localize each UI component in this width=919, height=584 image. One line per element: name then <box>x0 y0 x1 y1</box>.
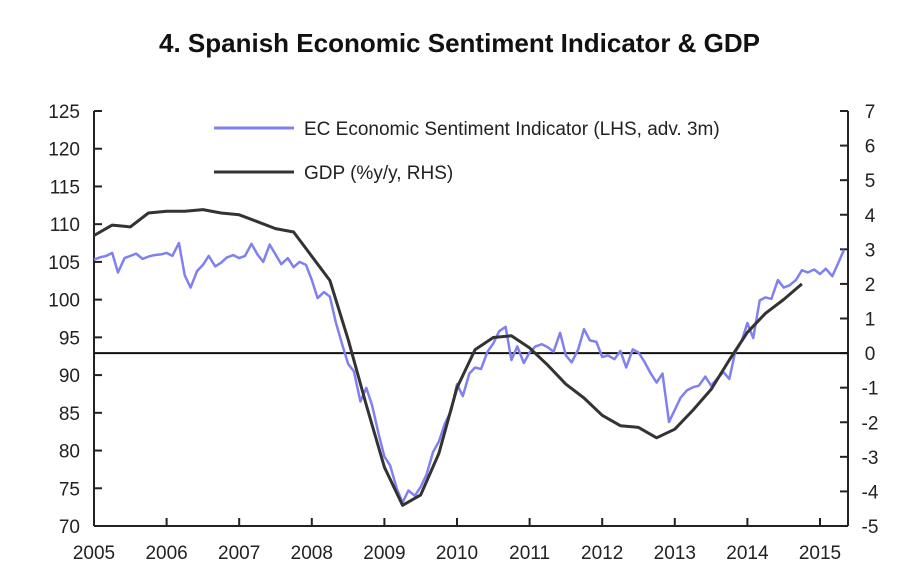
x-tick-label: 2011 <box>509 543 550 564</box>
x-tick-label: 2005 <box>73 543 115 564</box>
x-tick-label: 2014 <box>726 543 769 564</box>
y-tick-label-left: 70 <box>59 517 80 538</box>
y-tick-label-left: 125 <box>48 102 80 123</box>
x-tick-label: 2010 <box>436 543 478 564</box>
x-tick-label: 2009 <box>363 543 405 564</box>
y-tick-label-left: 75 <box>59 479 80 500</box>
y-tick-label-right: -2 <box>862 413 879 434</box>
y-tick-label-left: 90 <box>59 366 80 387</box>
chart-marks <box>93 208 848 507</box>
x-tick-label: 2015 <box>799 543 841 564</box>
y-tick-label-right: 3 <box>865 240 876 261</box>
x-tick-label: 2013 <box>654 543 696 564</box>
y-tick-label-left: 85 <box>59 404 80 425</box>
y-tick-label-right: 5 <box>865 171 876 192</box>
y-tick-label-left: 95 <box>59 328 80 349</box>
y-tick-label-left: 110 <box>50 215 80 236</box>
x-tick-label: 2012 <box>581 543 623 564</box>
y-tick-label-right: 6 <box>865 137 876 158</box>
y-tick-label-right: 2 <box>865 275 876 296</box>
y-tick-label-right: -5 <box>862 517 879 538</box>
chart-axes: 707580859095100105110115120125-5-4-3-2-1… <box>48 102 879 564</box>
x-tick-label: 2007 <box>218 543 260 564</box>
y-tick-label-right: 7 <box>865 102 876 123</box>
y-tick-label-right: -1 <box>862 379 879 400</box>
x-tick-label: 2008 <box>291 543 333 564</box>
x-tick-label: 2006 <box>145 543 187 564</box>
y-tick-label-left: 100 <box>48 291 80 312</box>
legend-label: GDP (%y/y, RHS) <box>304 163 453 184</box>
y-tick-label-right: -4 <box>862 482 879 503</box>
y-tick-label-right: 0 <box>865 344 876 365</box>
y-tick-label-right: 4 <box>865 206 876 227</box>
y-tick-label-left: 120 <box>48 140 80 161</box>
y-tick-label-left: 105 <box>48 253 80 274</box>
y-tick-label-left: 115 <box>50 177 80 198</box>
y-tick-label-left: 80 <box>59 442 80 463</box>
series-line-gdp <box>93 208 803 507</box>
chart-legend: EC Economic Sentiment Indicator (LHS, ad… <box>214 119 720 184</box>
chart-title: 4. Spanish Economic Sentiment Indicator … <box>159 28 760 58</box>
legend-label: EC Economic Sentiment Indicator (LHS, ad… <box>304 119 720 140</box>
series-line-sentiment <box>93 241 846 504</box>
y-tick-label-right: -3 <box>862 448 879 469</box>
y-tick-label-right: 1 <box>865 310 876 331</box>
